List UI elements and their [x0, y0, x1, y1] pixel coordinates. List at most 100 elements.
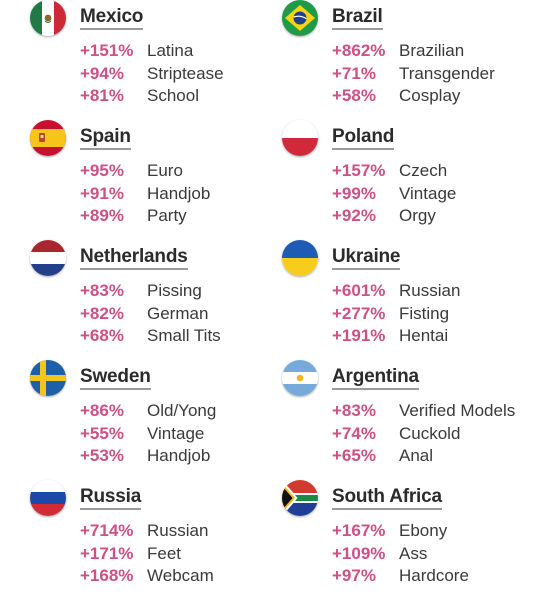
stat-list: +86% Old/Yong +55% Vintage +53% Handjob [80, 400, 216, 468]
stat-row: +83% Pissing [80, 280, 221, 303]
search-term: Hentai [399, 326, 449, 345]
country-card-brazil: Brazil +862% Brazilian +71% Transgender +5… [282, 0, 542, 110]
country-name: Sweden [80, 367, 151, 390]
percent-change: +58% [332, 86, 376, 105]
ukraine-flag-icon [282, 240, 318, 276]
search-term: Ebony [399, 521, 448, 540]
percent-change: +862% [332, 41, 386, 60]
search-term: Party [147, 206, 187, 225]
percent-change: +168% [80, 566, 134, 585]
percent-change: +91% [80, 183, 124, 203]
percent-change: +83% [80, 281, 124, 300]
stat-list: +714% Russian +171% Feet +168% Webcam [80, 520, 214, 588]
stat-row: +191% Hentai [332, 325, 460, 348]
argentina-flag-icon [282, 360, 318, 396]
stat-row: +99% Vintage [332, 183, 456, 206]
search-term: Anal [399, 446, 434, 465]
country-name: Argentina [332, 367, 419, 390]
percent-change: +55% [80, 423, 124, 443]
search-term: Old/Yong [147, 401, 217, 420]
percent-change: +53% [80, 446, 124, 465]
search-term: Handjob [147, 183, 211, 203]
percent-change: +71% [332, 63, 376, 83]
percent-change: +83% [332, 401, 376, 420]
search-term: School [147, 86, 199, 105]
search-term: Euro [147, 161, 183, 180]
country-card-netherlands: Netherlands +83% Pissing +82% German +68% S… [30, 240, 290, 350]
country-name: Brazil [332, 7, 383, 30]
country-name: Netherlands [80, 247, 188, 270]
stat-row: +65% Anal [332, 445, 515, 468]
country-card-argentina: Argentina +83% Verified Models +74% Cuckol… [282, 360, 542, 470]
stat-list: +151% Latina +94% Striptease +81% School [80, 40, 224, 108]
search-term: Vintage [147, 423, 205, 443]
stat-row: +109% Ass [332, 543, 469, 566]
stat-row: +714% Russian [80, 520, 214, 543]
country-card-russia: Russia +714% Russian +171% Feet +168% Webca… [30, 480, 290, 590]
search-term: Feet [147, 543, 182, 563]
search-term: Cuckold [399, 423, 461, 443]
search-term: Hardcore [399, 566, 469, 585]
russia-flag-icon [30, 480, 66, 516]
stat-list: +83% Verified Models +74% Cuckold +65% Anal [332, 400, 515, 468]
percent-change: +65% [332, 446, 376, 465]
stat-row: +151% Latina [80, 40, 224, 63]
stat-row: +601% Russian [332, 280, 460, 303]
search-term: Pissing [147, 281, 202, 300]
percent-change: +157% [332, 161, 386, 180]
percent-change: +277% [332, 303, 386, 323]
stat-row: +92% Orgy [332, 205, 456, 228]
search-term: Czech [399, 161, 448, 180]
country-name: Mexico [80, 7, 143, 30]
search-term: German [147, 303, 209, 323]
country-card-south-africa: South Africa +167% Ebony +109% Ass +97% Har… [282, 480, 542, 590]
percent-change: +109% [332, 543, 386, 563]
country-card-ukraine: Ukraine +601% Russian +277% Fisting +191% H… [282, 240, 542, 350]
search-term: Verified Models [399, 401, 516, 420]
stat-row: +168% Webcam [80, 565, 214, 588]
brazil-flag-icon [282, 0, 318, 36]
stat-row: +95% Euro [80, 160, 210, 183]
country-name: Poland [332, 127, 394, 150]
stat-row: +81% School [80, 85, 224, 108]
search-term: Ass [399, 543, 428, 563]
percent-change: +151% [80, 41, 134, 60]
country-name: South Africa [332, 487, 442, 510]
search-term: Russian [399, 281, 461, 300]
stat-list: +862% Brazilian +71% Transgender +58% Cospl… [332, 40, 495, 108]
search-term: Russian [147, 521, 209, 540]
country-name: Spain [80, 127, 131, 150]
stat-row: +53% Handjob [80, 445, 216, 468]
search-term: Vintage [399, 183, 457, 203]
poland-flag-icon [282, 120, 318, 156]
percent-change: +601% [332, 281, 386, 300]
stat-row: +91% Handjob [80, 183, 210, 206]
country-card-spain: Spain +95% Euro +91% Handjob +89% Party [30, 120, 290, 230]
stat-row: +157% Czech [332, 160, 456, 183]
search-term: Latina [147, 41, 194, 60]
percent-change: +99% [332, 183, 376, 203]
percent-change: +191% [332, 326, 386, 345]
search-term: Small Tits [147, 326, 221, 345]
netherlands-flag-icon [30, 240, 66, 276]
stat-list: +601% Russian +277% Fisting +191% Hentai [332, 280, 460, 348]
stat-row: +82% German [80, 303, 221, 326]
stat-row: +171% Feet [80, 543, 214, 566]
stat-list: +83% Pissing +82% German +68% Small Tits [80, 280, 221, 348]
stat-list: +167% Ebony +109% Ass +97% Hardcore [332, 520, 469, 588]
country-card-sweden: Sweden +86% Old/Yong +55% Vintage +53% Hand… [30, 360, 290, 470]
stat-row: +83% Verified Models [332, 400, 515, 423]
search-term: Fisting [399, 303, 450, 323]
percent-change: +167% [332, 521, 386, 540]
country-card-poland: Poland +157% Czech +99% Vintage +92% Orgy [282, 120, 542, 230]
percent-change: +86% [80, 401, 124, 420]
mexico-flag-icon [30, 0, 66, 36]
stat-row: +68% Small Tits [80, 325, 221, 348]
stat-row: +55% Vintage [80, 423, 216, 446]
search-term: Webcam [147, 566, 214, 585]
percent-change: +92% [332, 206, 376, 225]
stat-row: +97% Hardcore [332, 565, 469, 588]
search-term: Transgender [399, 63, 495, 83]
percent-change: +714% [80, 521, 134, 540]
stat-row: +862% Brazilian [332, 40, 495, 63]
